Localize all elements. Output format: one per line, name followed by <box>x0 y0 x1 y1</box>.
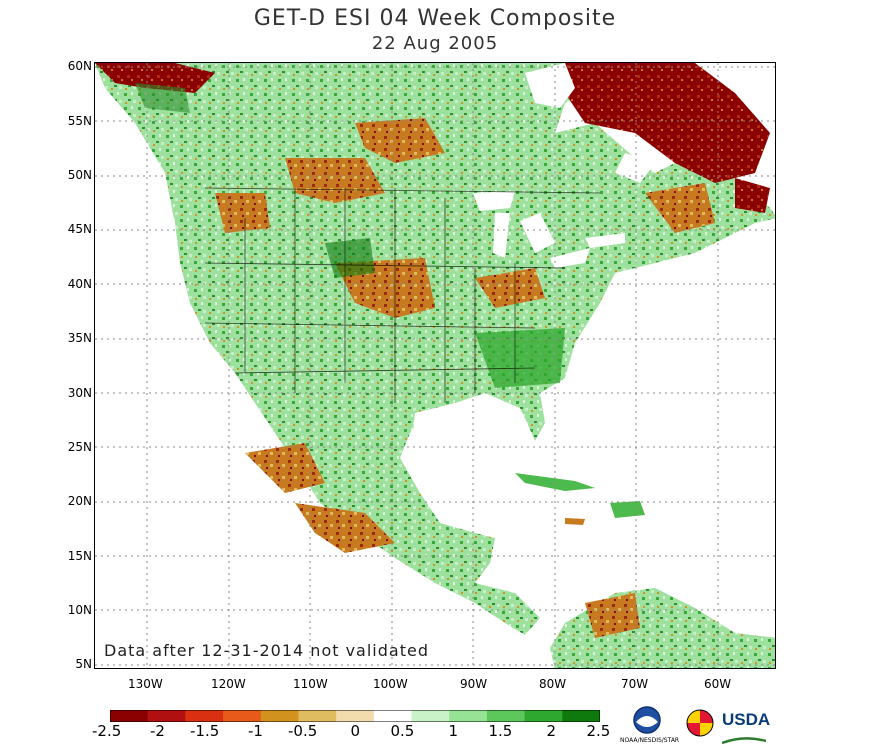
colorbar-label: 0.5 <box>390 722 415 740</box>
colorbar-swatch <box>486 710 526 722</box>
lon-label-90w: 90W <box>460 677 488 691</box>
lat-label-10n: 10N <box>67 603 92 617</box>
lat-label-5n: 5N <box>75 657 92 671</box>
land-south-america <box>550 588 775 668</box>
lat-axis: 60N 55N 50N 45N 40N 35N 30N 25N 20N 15N … <box>0 0 92 680</box>
umd-seal-icon <box>686 709 714 737</box>
lon-label-70w: 70W <box>621 677 649 691</box>
map-date: 22 Aug 2005 <box>371 33 499 54</box>
lon-label-130w: 130W <box>128 677 163 691</box>
colorbar-swatch <box>298 710 337 722</box>
colorbar-label: 1 <box>448 722 459 740</box>
colorbar <box>109 707 601 726</box>
colorbar-swatch <box>147 710 186 722</box>
colorbar-label: 2.5 <box>586 722 611 740</box>
lat-label-20n: 20N <box>67 494 92 508</box>
colorbar-label: -0.5 <box>288 722 318 740</box>
dry-regions <box>95 63 770 553</box>
colorbar-swatch <box>260 710 299 722</box>
lat-label-55n: 55N <box>67 114 92 128</box>
map-svg <box>95 63 775 668</box>
map-title: GET-D ESI 04 Week Composite <box>253 6 617 31</box>
grid-lines <box>95 63 775 668</box>
colorbar-swatch <box>411 710 450 722</box>
colorbar-label: 2 <box>546 722 557 740</box>
dry-south-america <box>585 593 640 638</box>
lat-label-35n: 35N <box>67 331 92 345</box>
colorbar-label: -2 <box>150 722 165 740</box>
wet-regions <box>135 83 565 388</box>
lon-label-80w: 80W <box>539 677 567 691</box>
validation-note: Data after 12-31-2014 not validated <box>104 641 429 660</box>
noaa-emblem-icon <box>633 706 661 734</box>
gulf-of-mexico <box>410 403 535 533</box>
noaa-caption: NOAA/NESDIS/STAR <box>620 737 680 744</box>
colorbar-swatch <box>336 710 375 722</box>
colorbar-label: -2.5 <box>92 722 122 740</box>
colorbar-label: 1.5 <box>488 722 513 740</box>
colorbar-label: -1.5 <box>190 722 220 740</box>
lon-label-110w: 110W <box>293 677 328 691</box>
political-borders <box>204 187 601 403</box>
lat-label-50n: 50N <box>67 168 92 182</box>
caribbean-islands <box>515 473 645 525</box>
umd-logo <box>685 708 715 738</box>
lon-label-60w: 60W <box>704 677 732 691</box>
lat-label-15n: 15N <box>67 549 92 563</box>
lat-label-45n: 45N <box>67 222 92 236</box>
colorbar-swatch <box>562 710 601 722</box>
lat-label-60n: 60N <box>67 59 92 73</box>
lat-label-25n: 25N <box>67 440 92 454</box>
usda-logo: USDA <box>721 710 771 749</box>
colorbar-swatch <box>373 710 413 722</box>
colorbar-swatch <box>110 710 149 722</box>
colorbar-swatch <box>185 710 224 722</box>
usda-wordmark: USDA <box>722 710 771 729</box>
lat-label-30n: 30N <box>67 386 92 400</box>
noaa-logo: NOAA/NESDIS/STAR <box>620 705 679 745</box>
colorbar-swatches <box>109 709 601 723</box>
colorbar-label: -1 <box>248 722 263 740</box>
usda-swoosh-icon <box>721 737 767 745</box>
colorbar-swatch <box>449 710 488 722</box>
lon-label-120w: 120W <box>211 677 246 691</box>
lat-label-40n: 40N <box>67 277 92 291</box>
lon-label-100w: 100W <box>373 677 408 691</box>
colorbar-swatch <box>223 710 262 722</box>
colorbar-label: 0 <box>350 722 361 740</box>
map-panel <box>94 62 776 669</box>
colorbar-swatch <box>524 710 563 722</box>
